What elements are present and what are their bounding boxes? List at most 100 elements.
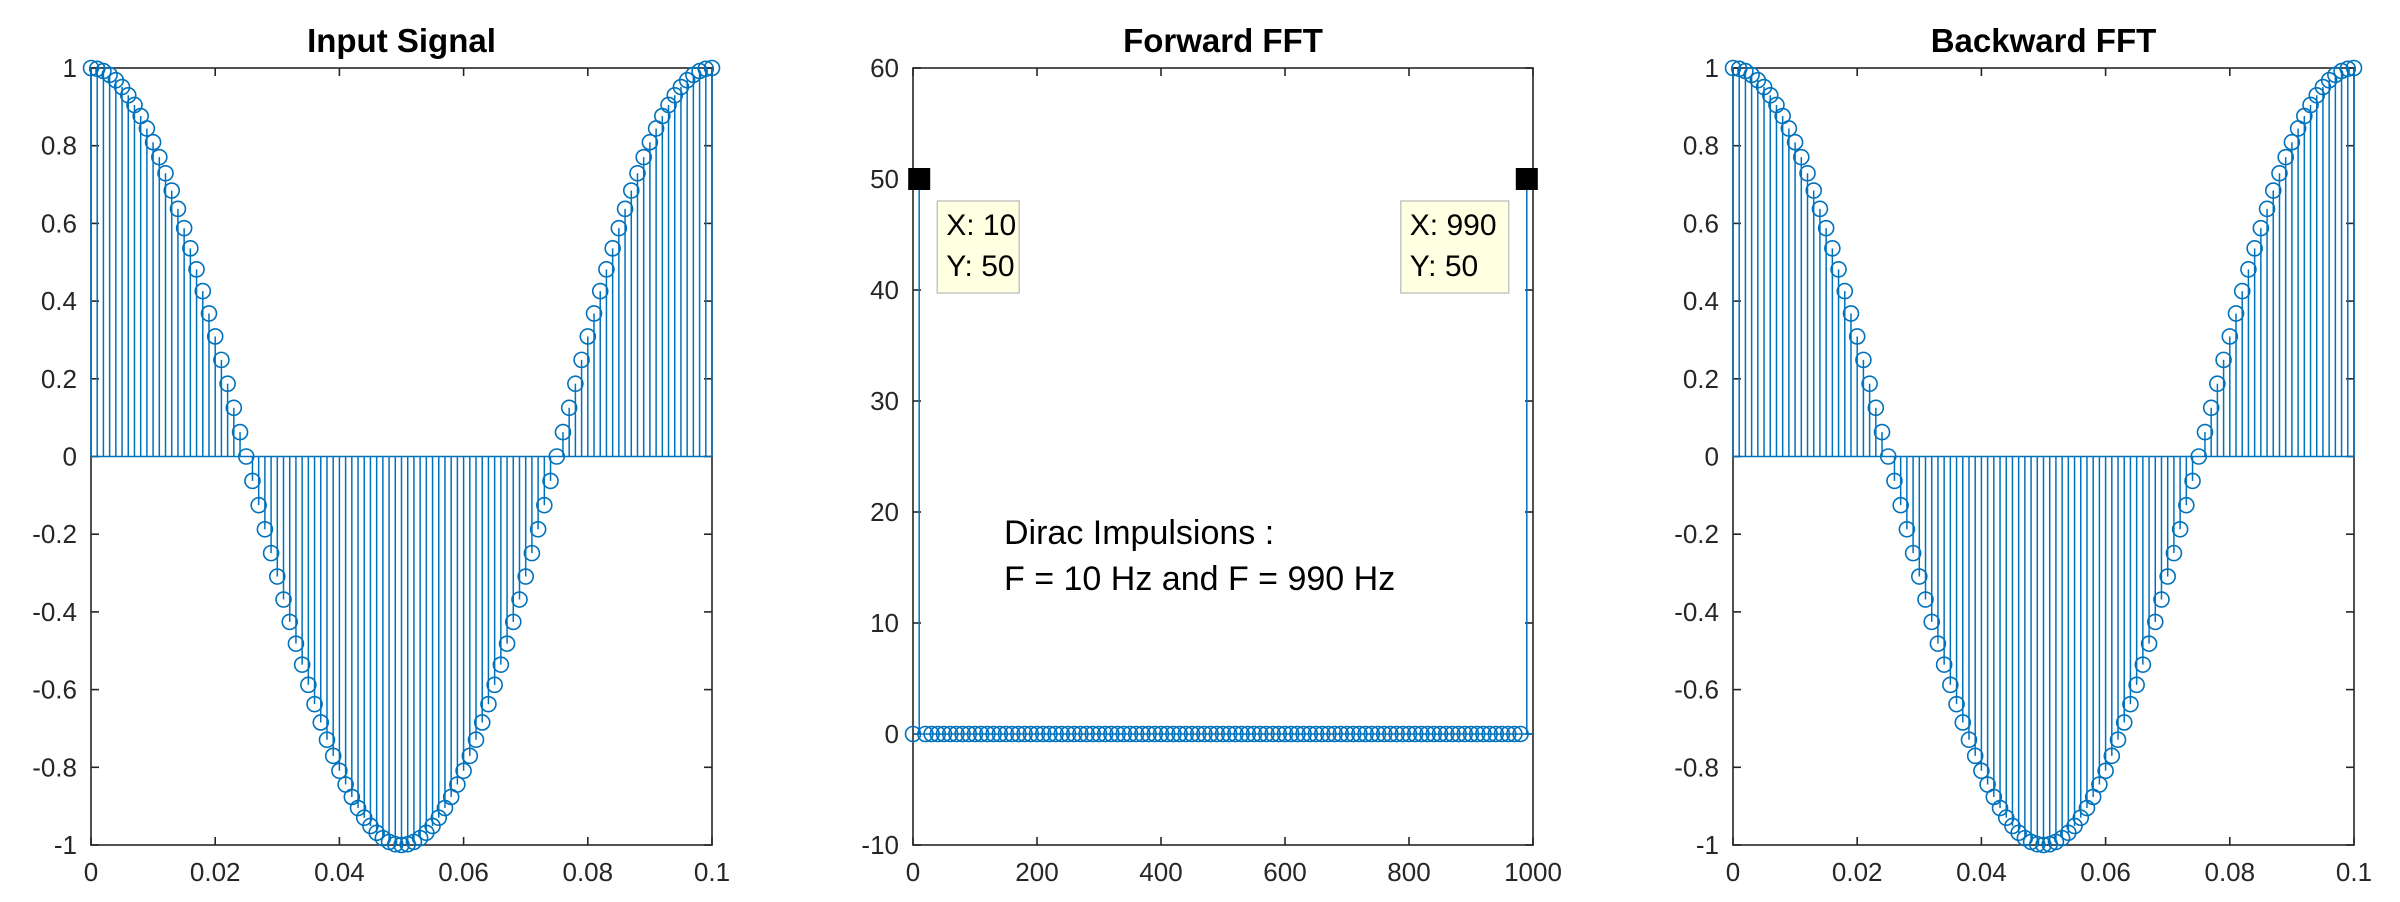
- backward-fft-xtick-label: 0.1: [2336, 857, 2372, 887]
- input-signal-marker: [349, 799, 367, 817]
- forward-fft-marker: [1115, 725, 1133, 743]
- backward-fft-marker: [1824, 240, 1841, 257]
- forward-fft-marker: [1295, 725, 1312, 743]
- input-signal-marker: [424, 817, 441, 835]
- input-signal-xtick-label: 0.1: [694, 857, 730, 887]
- backward-fft-marker: [1793, 148, 1810, 166]
- input-signal-marker: [293, 656, 311, 673]
- input-signal-marker: [411, 829, 429, 847]
- datatip-marker[interactable]: [1515, 168, 1538, 190]
- backward-fft-marker: [1942, 676, 1959, 694]
- backward-fft-marker: [2283, 133, 2301, 151]
- datatip-marker[interactable]: [908, 168, 931, 190]
- input-signal-marker: [536, 496, 553, 514]
- input-signal-marker: [498, 635, 516, 652]
- backward-fft-marker: [1805, 182, 1823, 199]
- forward-fft-marker: [1363, 725, 1381, 743]
- input-signal-marker: [169, 200, 187, 218]
- forward-fft-marker: [1078, 725, 1095, 743]
- forward-fft-marker: [1053, 725, 1071, 743]
- forward-fft-marker: [1499, 725, 1517, 743]
- backward-fft-marker: [2140, 635, 2158, 652]
- backward-fft-marker: [1743, 66, 1760, 84]
- input-signal-marker: [697, 60, 715, 78]
- forward-fft-marker: [935, 725, 953, 743]
- backward-fft-marker: [1848, 328, 1866, 345]
- backward-fft-marker: [2221, 328, 2239, 345]
- forward-fft-marker: [1072, 725, 1089, 743]
- backward-fft-ytick-label: -0.2: [1674, 519, 1719, 549]
- backward-fft-marker: [1879, 448, 1897, 465]
- input-signal-marker: [573, 351, 590, 369]
- backward-fft-marker: [2190, 448, 2208, 465]
- backward-fft-xtick-label: 0.08: [2204, 857, 2255, 887]
- forward-fft-marker: [1177, 725, 1195, 743]
- backward-fft-marker: [2184, 472, 2201, 490]
- forward-fft-marker: [1245, 725, 1263, 743]
- forward-fft-marker: [1406, 725, 1424, 743]
- forward-fft-marker: [1158, 725, 1176, 743]
- input-signal-xtick-label: 0.02: [190, 857, 241, 887]
- backward-fft-ytick-label: -1: [1696, 830, 1719, 860]
- backward-fft-marker: [1830, 261, 1847, 278]
- input-signal-marker: [703, 59, 721, 77]
- forward-fft-xtick-label: 1000: [1504, 857, 1562, 887]
- datatip-1[interactable]: X: 990 Y: 50: [1400, 168, 1538, 294]
- forward-fft-marker: [1468, 725, 1486, 743]
- forward-fft-ytick-label: -10: [861, 830, 899, 860]
- input-signal-marker: [529, 520, 547, 538]
- input-signal-marker: [579, 328, 597, 345]
- input-signal-ytick-label: -0.8: [32, 752, 77, 782]
- backward-fft-marker: [1724, 59, 1742, 77]
- forward-fft-marker: [1059, 725, 1077, 743]
- backward-fft-marker: [2103, 747, 2121, 765]
- forward-fft-marker: [985, 725, 1002, 743]
- forward-fft-marker: [1251, 725, 1269, 743]
- input-signal-marker: [455, 762, 472, 780]
- backward-fft-marker: [2028, 835, 2046, 853]
- forward-fft-marker: [1121, 725, 1139, 743]
- backward-fft-marker: [1954, 714, 1972, 731]
- backward-fft-marker: [1861, 375, 1878, 393]
- backward-fft-marker: [2171, 520, 2189, 538]
- forward-fft-marker: [1375, 725, 1393, 743]
- input-signal-marker: [231, 423, 249, 441]
- forward-fft-marker: [1369, 725, 1387, 743]
- forward-fft-marker: [1388, 725, 1405, 743]
- datatip-0[interactable]: X: 10 Y: 50: [908, 168, 1020, 294]
- input-signal-marker: [598, 261, 615, 278]
- forward-fft-marker: [1220, 725, 1238, 743]
- annotation-line-1: Dirac Impulsions :: [1004, 514, 1274, 552]
- forward-fft-marker: [1307, 725, 1325, 743]
- backward-fft-marker: [1755, 78, 1773, 96]
- forward-fft-marker: [1481, 725, 1498, 743]
- forward-fft-xtick-label: 200: [1015, 857, 1058, 887]
- backward-fft-xtick-label: 0.06: [2080, 857, 2131, 887]
- backward-fft-marker: [2271, 164, 2288, 182]
- input-signal-marker: [610, 219, 628, 237]
- input-signal-marker: [511, 591, 528, 608]
- forward-fft-marker: [954, 725, 971, 743]
- input-signal-marker: [635, 148, 652, 166]
- backward-fft-xtick-label: 0: [1726, 857, 1740, 887]
- input-signal-marker: [225, 399, 243, 417]
- backward-fft-marker: [2091, 776, 2108, 793]
- forward-fft-marker: [1512, 725, 1529, 743]
- forward-fft-marker: [1152, 725, 1170, 743]
- forward-fft-xtick-label: 600: [1263, 857, 1306, 887]
- input-signal-marker: [567, 375, 584, 393]
- input-signal-marker: [622, 182, 640, 199]
- input-signal-marker: [591, 282, 609, 300]
- input-signal-ytick-label: 0: [63, 442, 77, 472]
- forward-fft-axes-box: [912, 67, 1534, 846]
- backward-fft-marker: [2097, 762, 2114, 780]
- backward-fft-ytick-label: 0.8: [1683, 131, 1719, 161]
- backward-fft-marker: [2128, 676, 2145, 694]
- input-signal-marker: [554, 423, 572, 441]
- forward-fft-ytick-label: 40: [870, 275, 899, 305]
- annotation-line-2: F = 10 Hz and F = 990 Hz: [1004, 560, 1395, 598]
- forward-fft-ytick-label: 20: [870, 497, 899, 527]
- forward-fft-ytick-label: 50: [870, 164, 899, 194]
- forward-fft-marker: [1282, 725, 1300, 743]
